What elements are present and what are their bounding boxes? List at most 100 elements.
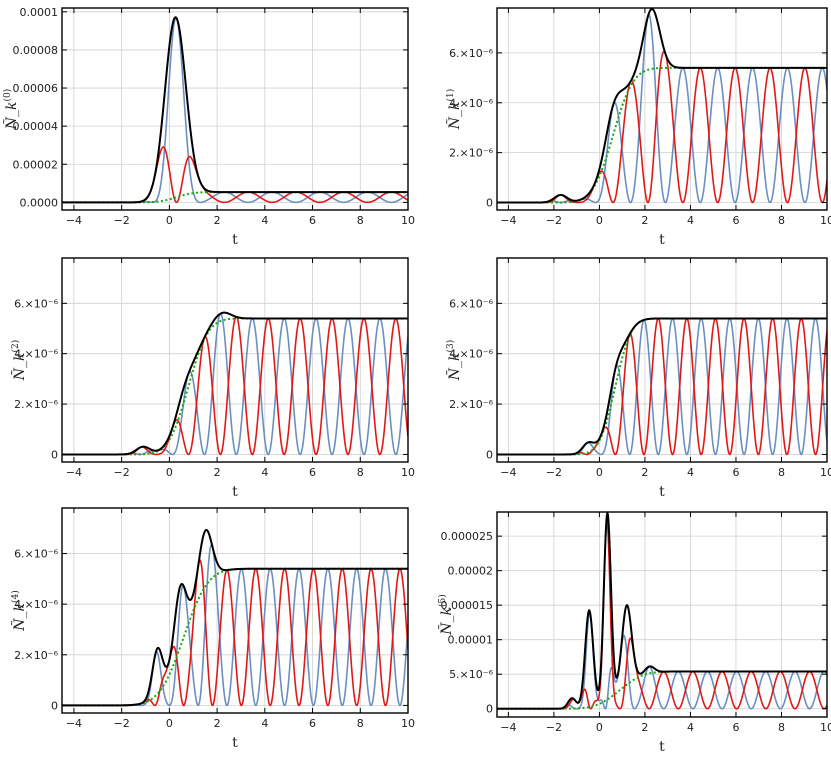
- x-tick-label: 10: [820, 214, 831, 227]
- x-tick-label: 2: [641, 214, 648, 227]
- x-tick-label: 0: [166, 717, 173, 730]
- y-axis-label: Ñ_k(5): [437, 594, 455, 635]
- panel-top-right: −4 −2 0 2 4 6 8 10 0 2.×10⁻⁶ 4.×10⁻⁶ 6.×10⁻⁶ t Ñ_k(1): [445, 7, 831, 248]
- plot-frame: [496, 7, 828, 211]
- x-tick-label: 0: [166, 466, 173, 479]
- x-tick-label: −2: [546, 214, 562, 227]
- y-tick-label: 0.00001: [448, 634, 494, 647]
- x-tick-label: 6: [732, 721, 739, 734]
- y-axis-label: Ñ_k(3): [445, 340, 463, 381]
- panel-bottom-right: −4 −2 0 2 4 6 8 10 0 5.×10⁻⁶ 0.00001 0.000015 0.0000…: [437, 511, 831, 755]
- x-tick-label: 6: [309, 214, 316, 227]
- y-tick-label: 0: [51, 448, 58, 461]
- x-tick-label: 2: [214, 466, 221, 479]
- x-axis-label: t: [232, 232, 238, 248]
- x-tick-label: 4: [261, 466, 268, 479]
- y-axis-label: Ñ_k(4): [10, 590, 28, 631]
- x-tick-label: −4: [500, 466, 516, 479]
- x-tick-label: 0: [596, 466, 603, 479]
- y-tick-label: 6.×10⁻⁶: [449, 297, 494, 310]
- x-tick-label: 4: [687, 466, 694, 479]
- y-tick-label: 0.00006: [13, 82, 59, 95]
- x-tick-label: −4: [66, 466, 82, 479]
- x-tick-label: 10: [401, 466, 415, 479]
- x-axis-label: t: [659, 739, 665, 755]
- series-blue-line: [62, 16, 408, 204]
- y-tick-label: 0.000015: [441, 599, 494, 612]
- plot-area: [62, 16, 408, 204]
- plot-area: [62, 528, 408, 707]
- x-axis-label: t: [659, 232, 665, 248]
- x-tick-label: 4: [261, 717, 268, 730]
- x-tick-label: 6: [732, 214, 739, 227]
- x-tick-label: 8: [778, 214, 785, 227]
- x-tick-label: 0: [596, 214, 603, 227]
- x-tick-label: 2: [641, 466, 648, 479]
- series-red-line: [497, 50, 827, 204]
- x-tick-label: 0: [166, 214, 173, 227]
- plot-frame: [61, 507, 409, 714]
- y-tick-label: 0: [51, 699, 58, 712]
- x-tick-label: 8: [357, 717, 364, 730]
- y-tick-label: 2.×10⁻⁶: [14, 649, 59, 662]
- y-tick-label: 4.×10⁻⁶: [14, 598, 59, 611]
- series-red-line: [62, 146, 408, 204]
- x-tick-label: 10: [401, 717, 415, 730]
- series-red-line: [497, 518, 827, 710]
- y-axis-label: Ñ_k(0): [2, 89, 20, 130]
- x-tick-label: −2: [114, 214, 130, 227]
- x-tick-label: 10: [820, 721, 831, 734]
- plot-frame: [61, 7, 409, 211]
- series-green-dotted-line: [62, 567, 408, 707]
- y-tick-label: 0.00008: [13, 44, 59, 57]
- x-tick-label: 8: [778, 466, 785, 479]
- y-tick-label: 4.×10⁻⁶: [449, 348, 494, 361]
- y-tick-label: 2.×10⁻⁶: [449, 398, 494, 411]
- x-tick-label: 2: [641, 721, 648, 734]
- plot-area: [62, 311, 408, 456]
- x-tick-label: 6: [309, 717, 316, 730]
- x-tick-label: −2: [114, 717, 130, 730]
- y-tick-label: 6.×10⁻⁶: [449, 47, 494, 60]
- x-tick-label: 8: [778, 721, 785, 734]
- x-tick-label: 2: [214, 717, 221, 730]
- series-black-envelope-line: [62, 528, 408, 707]
- y-tick-label: 0.00002: [448, 565, 494, 578]
- x-tick-label: 6: [309, 466, 316, 479]
- x-tick-label: −4: [66, 717, 82, 730]
- plot-frame: [61, 257, 409, 463]
- series-black-envelope-line: [62, 311, 408, 456]
- panel-bottom-left: −4 −2 0 2 4 6 8 10 0 2.×10⁻⁶ 4.×10⁻⁶ 6.×10⁻⁶ t Ñ_k(4): [10, 507, 415, 751]
- series-black-envelope-line: [497, 317, 827, 456]
- x-tick-label: 0: [596, 721, 603, 734]
- x-tick-label: −4: [500, 721, 516, 734]
- series-blue-line: [497, 611, 827, 710]
- x-tick-label: −2: [546, 721, 562, 734]
- y-tick-label: 4.×10⁻⁶: [14, 348, 59, 361]
- y-tick-label: 5.×10⁻⁶: [449, 668, 494, 681]
- x-tick-label: 6: [732, 466, 739, 479]
- y-tick-label: 6.×10⁻⁶: [14, 297, 59, 310]
- plot-frame: [496, 257, 828, 463]
- panel-top-left: −4 −2 0 2 4 6 8 10 0.0000 0.00002 0.00004 0.00006 0.…: [2, 6, 415, 248]
- y-tick-label: 0.000025: [441, 530, 494, 543]
- y-tick-label: 0: [486, 703, 493, 716]
- x-tick-label: 4: [687, 214, 694, 227]
- x-tick-label: −4: [66, 214, 82, 227]
- y-axis-label: Ñ_k(2): [10, 340, 28, 381]
- y-tick-label: 0.0000: [20, 196, 59, 209]
- x-tick-label: 10: [820, 466, 831, 479]
- series-green-dotted-line: [497, 66, 827, 204]
- x-tick-label: 4: [687, 721, 694, 734]
- y-tick-label: 0: [486, 448, 493, 461]
- y-tick-label: 0.00002: [13, 158, 59, 171]
- plot-frame: [496, 511, 828, 718]
- x-tick-label: 10: [401, 214, 415, 227]
- plot-area: [497, 8, 827, 204]
- plot-area: [497, 317, 827, 456]
- y-axis-label: Ñ_k(1): [445, 89, 463, 130]
- x-tick-label: −2: [114, 466, 130, 479]
- x-tick-label: 2: [214, 214, 221, 227]
